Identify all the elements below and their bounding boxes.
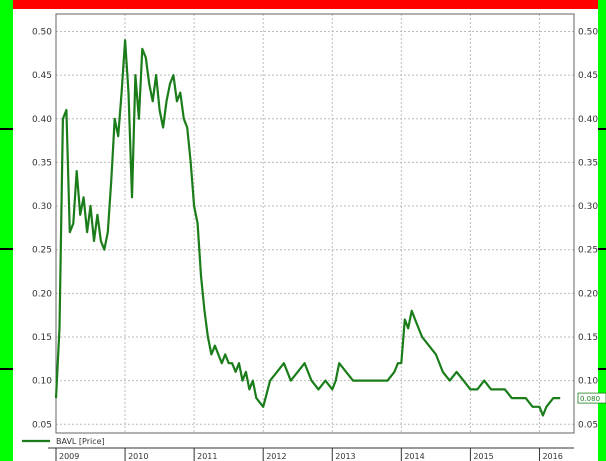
frame-left-tick bbox=[0, 248, 13, 250]
x-tick-label: 2009 bbox=[59, 452, 79, 461]
y-tick-label-left: 0.15 bbox=[32, 333, 52, 343]
y-tick-label-left: 0.50 bbox=[32, 27, 52, 37]
y-tick-label-left: 0.30 bbox=[32, 202, 52, 212]
y-tick-label-right: 0.05 bbox=[578, 420, 598, 430]
frame-right-tick bbox=[598, 248, 606, 250]
y-tick-label-left: 0.40 bbox=[32, 115, 52, 125]
x-tick-label: 2014 bbox=[404, 452, 424, 461]
frame-right-tick bbox=[598, 368, 606, 370]
legend: BAVL [Price] bbox=[22, 437, 105, 446]
y-tick-label-left: 0.10 bbox=[32, 377, 52, 387]
y-tick-label-right: 0.20 bbox=[578, 289, 598, 299]
frame-right-bar bbox=[598, 0, 606, 461]
y-tick-label-right: 0.35 bbox=[578, 158, 598, 168]
y-axis: 0.05 0.05 0.10 0.10 0.15 0.15 0.20 0.20 0.25 0.25… bbox=[32, 27, 598, 430]
frame-left-tick bbox=[0, 128, 13, 130]
x-tick-label: 2016 bbox=[542, 452, 562, 461]
y-tick-label-left: 0.20 bbox=[32, 289, 52, 299]
last-value-box bbox=[577, 392, 606, 404]
y-tick-label-right: 0.10 bbox=[578, 377, 598, 387]
y-tick-label-left: 0.05 bbox=[32, 420, 52, 430]
y-tick-label-right: 0.50 bbox=[578, 27, 598, 37]
frame-left-tick bbox=[0, 368, 13, 370]
frame-left-bar bbox=[0, 0, 13, 461]
x-tick-label: 2015 bbox=[473, 452, 493, 461]
y-tick-label-left: 0.45 bbox=[32, 71, 52, 81]
y-tick-label-right: 0.15 bbox=[578, 333, 598, 343]
x-tick-label: 2012 bbox=[266, 452, 286, 461]
x-tick-label: 2013 bbox=[335, 452, 355, 461]
x-tick-label: 2011 bbox=[197, 452, 217, 461]
series-line bbox=[54, 39, 561, 417]
frame-right-tick bbox=[598, 128, 606, 130]
y-tick-label-right: 0.45 bbox=[578, 71, 598, 81]
series-layer: 0.080 bbox=[54, 39, 606, 417]
x-tick-label: 2010 bbox=[128, 452, 148, 461]
y-tick-label-right: 0.30 bbox=[578, 202, 598, 212]
y-tick-label-right: 0.25 bbox=[578, 246, 598, 256]
legend-label: BAVL [Price] bbox=[56, 437, 105, 446]
chart-grid bbox=[55, 14, 574, 433]
x-axis: 2009 2010 2011 2012 2013 2014 2015 2016 bbox=[48, 447, 574, 461]
y-tick-label-right: 0.40 bbox=[578, 115, 598, 125]
last-value-label: 0.080 bbox=[580, 395, 600, 403]
plot-border bbox=[55, 13, 575, 434]
y-tick-label-left: 0.25 bbox=[32, 246, 52, 256]
frame-top-bar bbox=[0, 0, 606, 9]
y-tick-label-left: 0.35 bbox=[32, 158, 52, 168]
